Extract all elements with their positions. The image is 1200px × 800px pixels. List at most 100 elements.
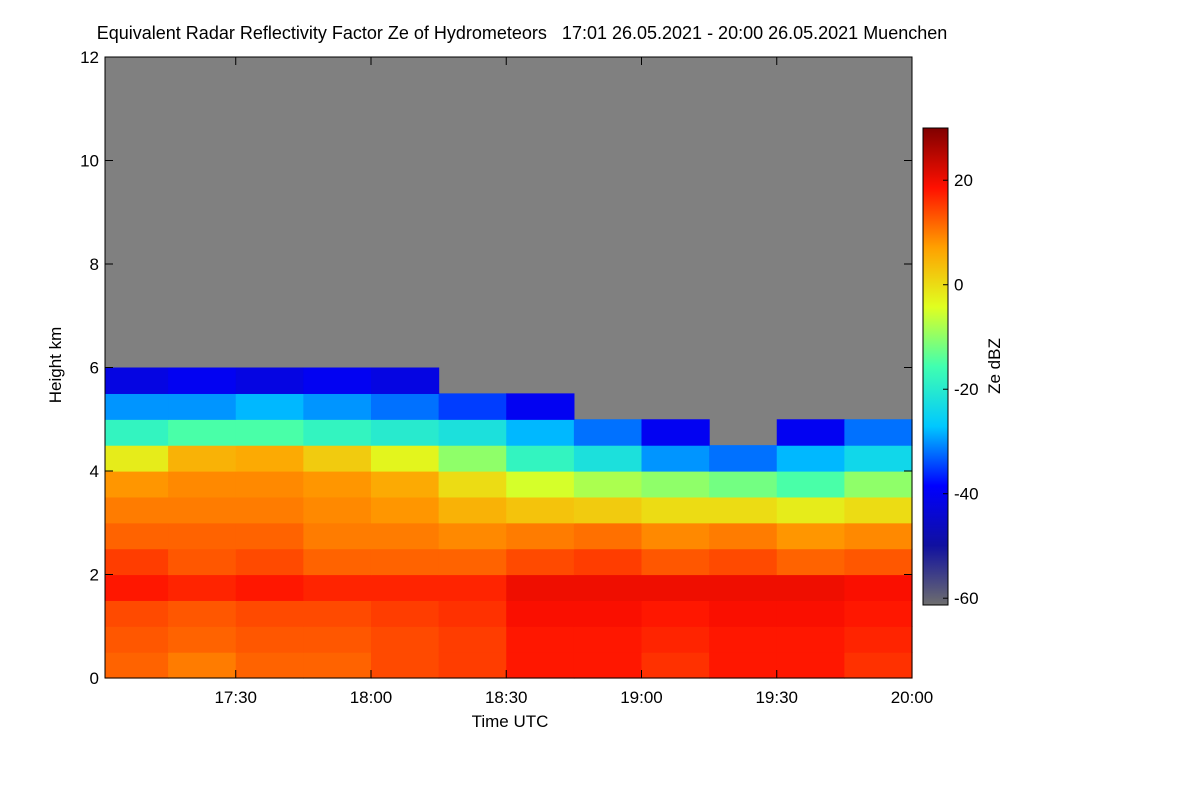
heatmap-cell <box>303 471 372 498</box>
heatmap-cell <box>573 419 643 446</box>
heatmap-cell <box>370 393 440 420</box>
y-tick-label: 2 <box>90 566 99 585</box>
heatmap-cell <box>506 522 575 550</box>
colorbar-tick-label: 20 <box>954 171 973 190</box>
heatmap-cell <box>303 652 372 679</box>
heatmap-cell <box>303 393 372 420</box>
heatmap-cell <box>168 393 237 420</box>
heatmap-cell <box>303 548 372 576</box>
x-tick-label: 18:00 <box>350 688 393 707</box>
heatmap-cell <box>573 522 643 550</box>
heatmap-cell <box>303 626 372 653</box>
heatmap-cell <box>709 522 778 550</box>
heatmap-cell <box>506 393 575 420</box>
y-tick-label: 0 <box>90 669 99 688</box>
heatmap-cell <box>168 367 237 394</box>
heatmap-cell <box>776 574 845 601</box>
heatmap-cell <box>776 496 845 524</box>
heatmap-cell <box>370 548 440 576</box>
heatmap-cell <box>235 652 304 679</box>
heatmap-cell <box>438 445 507 472</box>
heatmap-cell <box>105 393 169 420</box>
heatmap-cell <box>438 574 507 601</box>
heatmap-cell <box>641 471 710 498</box>
heatmap-cell <box>776 445 845 472</box>
heatmap-cell <box>370 522 440 550</box>
heatmap-cell <box>235 471 304 498</box>
heatmap-cell <box>235 496 304 524</box>
heatmap-cell <box>105 600 169 627</box>
heatmap-cell <box>506 496 575 524</box>
heatmap-cell <box>506 445 575 472</box>
heatmap-cell <box>370 574 440 601</box>
x-tick-label: 18:30 <box>485 688 528 707</box>
heatmap-cell <box>506 471 575 498</box>
heatmap-cell <box>573 496 643 524</box>
heatmap-cell <box>776 626 845 653</box>
heatmap-cell <box>438 419 507 446</box>
heatmap-cell <box>105 522 169 550</box>
heatmap-cell <box>168 496 237 524</box>
heatmap-cell <box>573 445 643 472</box>
heatmap-cell <box>370 471 440 498</box>
heatmap-cell <box>844 419 913 446</box>
heatmap-cell <box>709 496 778 524</box>
heatmap-cell <box>370 445 440 472</box>
heatmap-cell <box>709 652 778 679</box>
heatmap-cell <box>105 419 169 446</box>
heatmap-cell <box>573 652 643 679</box>
y-axis-label: Height km <box>46 327 65 404</box>
heatmap-cell <box>303 367 372 394</box>
heatmap-cell <box>844 471 913 498</box>
colorbar-tick-label: 0 <box>954 276 963 295</box>
colorbar-tick-label: -60 <box>954 589 979 608</box>
heatmap-cell <box>235 600 304 627</box>
heatmap-cell <box>506 652 575 679</box>
heatmap-cell <box>641 496 710 524</box>
heatmap-cell <box>168 471 237 498</box>
heatmap-cell <box>105 367 169 394</box>
heatmap-cell <box>844 574 913 601</box>
heatmap-cell <box>844 626 913 653</box>
y-tick-label: 10 <box>80 152 99 171</box>
heatmap-cell <box>438 548 507 576</box>
heatmap-cell <box>235 445 304 472</box>
heatmap-cell <box>641 445 710 472</box>
heatmap-cell <box>438 652 507 679</box>
colorbar <box>922 127 949 606</box>
chart-title: Equivalent Radar Reflectivity Factor Ze … <box>97 23 948 43</box>
heatmap-cell <box>303 445 372 472</box>
heatmap-cell <box>641 626 710 653</box>
heatmap-cell <box>573 600 643 627</box>
heatmap-cell <box>709 600 778 627</box>
y-tick-label: 8 <box>90 255 99 274</box>
heatmap-cell <box>105 496 169 524</box>
heatmap-cell <box>844 548 913 576</box>
heatmap-cell <box>506 548 575 576</box>
heatmap-cell <box>235 522 304 550</box>
heatmap-cell <box>506 600 575 627</box>
heatmap-cell <box>709 548 778 576</box>
heatmap-cell <box>506 574 575 601</box>
heatmap-cell <box>573 548 643 576</box>
heatmap-cell <box>776 548 845 576</box>
heatmap-cell <box>105 574 169 601</box>
heatmap-cell <box>641 522 710 550</box>
heatmap-cell <box>438 522 507 550</box>
heatmap-cell <box>168 574 237 601</box>
heatmap-cell <box>844 652 913 679</box>
heatmap-cell <box>105 548 169 576</box>
heatmap-cell <box>303 522 372 550</box>
heatmap-cell <box>776 522 845 550</box>
heatmap-cell <box>235 419 304 446</box>
heatmap-cell <box>709 574 778 601</box>
heatmap-cell <box>235 574 304 601</box>
heatmap-cell <box>641 574 710 601</box>
heatmap-cell <box>303 574 372 601</box>
axes: 0 2 4 6 8 10 12 17:30 18:00 18:30 19:00 19:30 20:00 -… <box>80 48 979 707</box>
heatmap-cell <box>370 652 440 679</box>
heatmap-cell <box>844 445 913 472</box>
heatmap-cell <box>709 445 778 472</box>
heatmap-cell <box>370 626 440 653</box>
